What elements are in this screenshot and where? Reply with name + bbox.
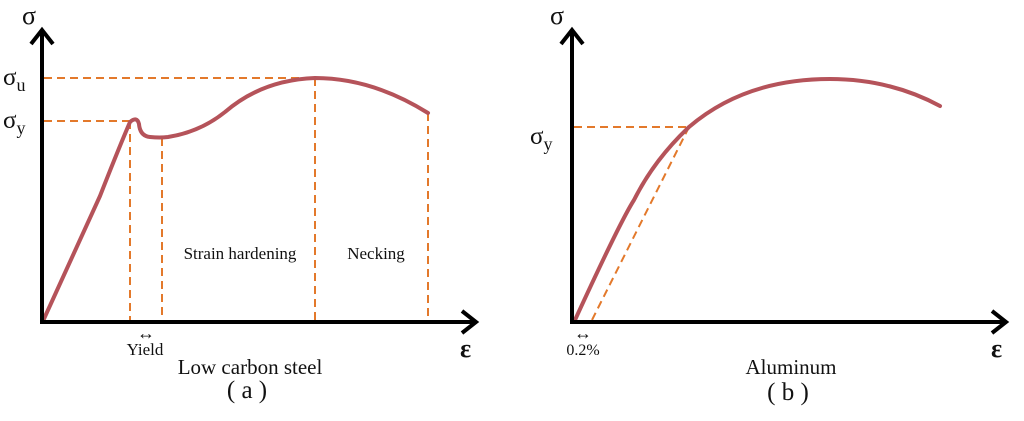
necking-label: Necking <box>347 244 405 263</box>
x-axis-arrow-icon <box>990 309 1010 335</box>
y-axis-label: σ <box>22 1 36 30</box>
panel-b-axes <box>559 26 1010 335</box>
x-axis-label: ε <box>460 334 471 363</box>
sigma-u-label: σu <box>3 64 25 95</box>
sigma-y-label: σy <box>3 107 25 138</box>
sigma-y-label: σy <box>530 123 552 154</box>
x-axis-label: ε <box>991 334 1002 363</box>
offset-label: 0.2% <box>566 342 599 359</box>
offset-line <box>591 126 690 321</box>
panel-id-b: ( b ) <box>767 379 809 406</box>
panel-b-guides <box>574 126 690 321</box>
strain-hardening-label: Strain hardening <box>184 244 297 263</box>
offset-range-arrow-icon: ↔ <box>574 323 592 343</box>
y-axis-label: σ <box>550 1 564 30</box>
y-axis-arrow-icon <box>559 26 585 46</box>
caption-a: Low carbon steel <box>178 355 323 379</box>
yield-label: Yield <box>127 340 164 359</box>
caption-b: Aluminum <box>745 355 836 379</box>
panel-a: σ ε σu σy Strain hardening Necking ↔ Yie… <box>3 1 480 404</box>
x-axis-arrow-icon <box>460 309 480 335</box>
panel-b: σ ε σy ↔ 0.2% Aluminum ( b ) <box>530 1 1010 406</box>
yield-range-arrow-icon: ↔ <box>137 323 155 343</box>
aluminum-curve <box>573 77 942 322</box>
panel-a-guides <box>44 77 429 320</box>
y-axis-arrow-icon <box>29 26 55 46</box>
panel-id-a: ( a ) <box>227 377 267 404</box>
panel-a-axes <box>29 26 480 335</box>
steel-curve <box>41 76 430 323</box>
